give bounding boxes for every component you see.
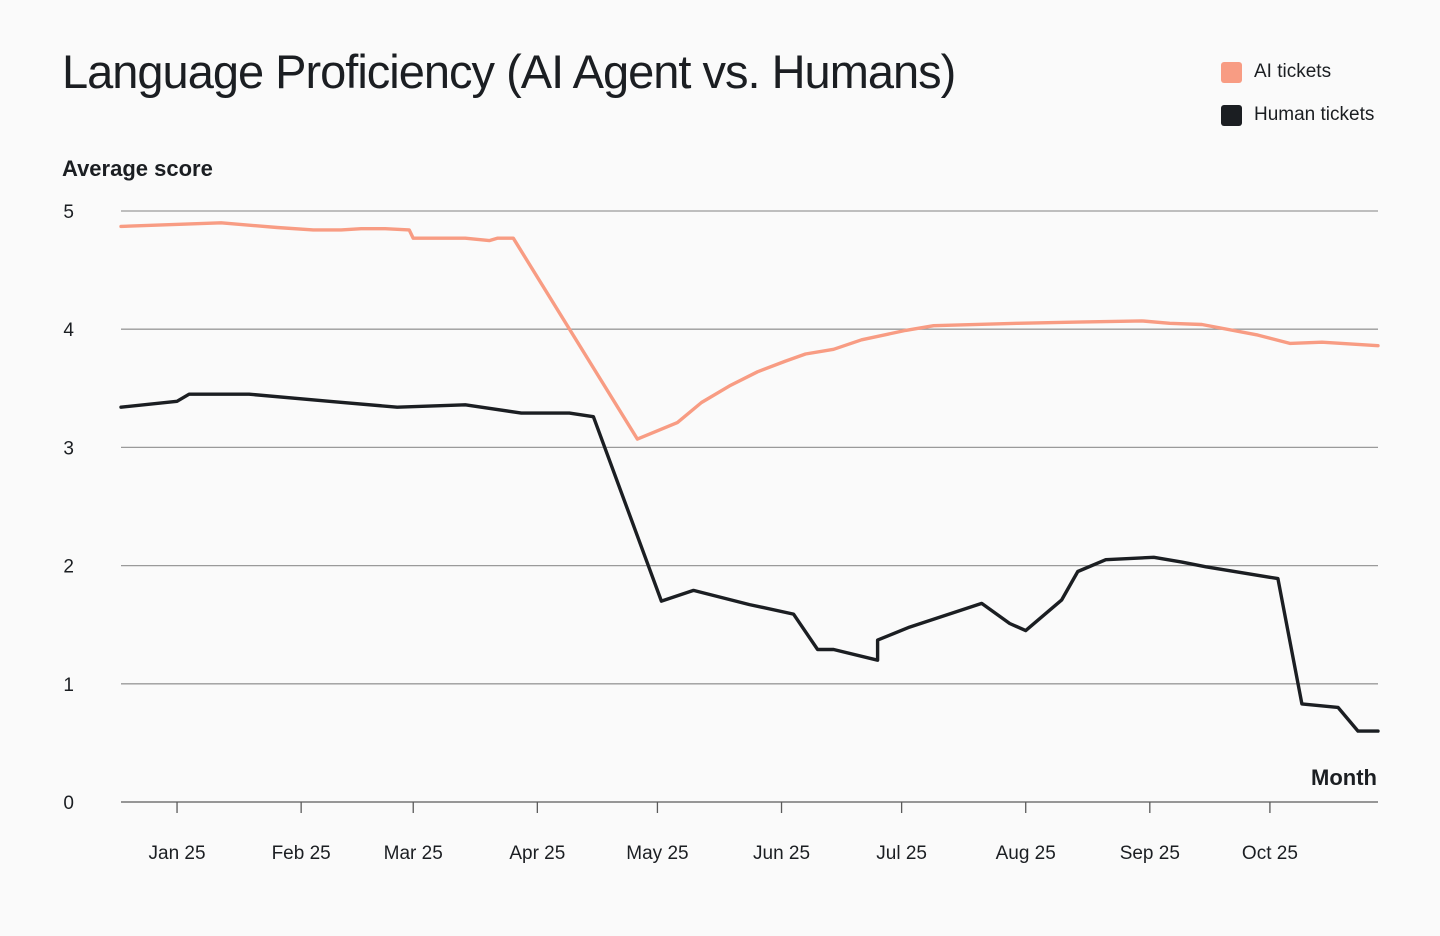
x-tick-label-2: Mar 25 [384, 843, 443, 864]
x-tick-label-8: Sep 25 [1120, 843, 1180, 864]
y-tick-label-4: 4 [63, 320, 74, 341]
y-tick-label-1: 1 [63, 675, 74, 696]
x-tick-label-5: Jun 25 [753, 843, 810, 864]
series-line-ai-tickets [119, 221, 1380, 441]
y-tick-label-5: 5 [63, 202, 74, 223]
x-tick-label-9: Oct 25 [1242, 843, 1298, 864]
legend-label-human: Human tickets [1254, 104, 1375, 125]
legend-item-human: Human tickets [1221, 103, 1374, 127]
legend-swatch-ai [1221, 61, 1242, 83]
x-axis-title: Month [1311, 765, 1377, 790]
legend-label-ai: AI tickets [1254, 61, 1332, 82]
x-tick-label-7: Aug 25 [996, 843, 1056, 864]
x-axis: Jan 25 Feb 25 Mar 25 Apr 25 May 25 Jun 25 Jul … [121, 801, 1378, 864]
x-tick-label-1: Feb 25 [272, 843, 331, 864]
y-tick-label-3: 3 [63, 438, 74, 459]
gridlines [121, 210, 1378, 685]
y-axis-title: Average score [62, 156, 213, 181]
chart-title: Language Proficiency (AI Agent vs. Human… [62, 45, 956, 98]
y-tick-label-2: 2 [63, 557, 74, 578]
y-axis-ticks: 0 1 2 3 4 5 [63, 202, 74, 814]
legend-swatch-human [1221, 104, 1242, 126]
y-tick-label-0: 0 [63, 793, 74, 814]
x-tick-label-3: Apr 25 [509, 843, 565, 864]
x-tick-label-0: Jan 25 [149, 843, 206, 864]
x-tick-label-4: May 25 [626, 843, 688, 864]
legend: AI tickets Human tickets [1221, 60, 1374, 146]
series-lines [119, 221, 1380, 733]
x-tick-label-6: Jul 25 [876, 843, 927, 864]
legend-item-ai: AI tickets [1221, 60, 1374, 84]
series-line-human-tickets [119, 392, 1380, 733]
